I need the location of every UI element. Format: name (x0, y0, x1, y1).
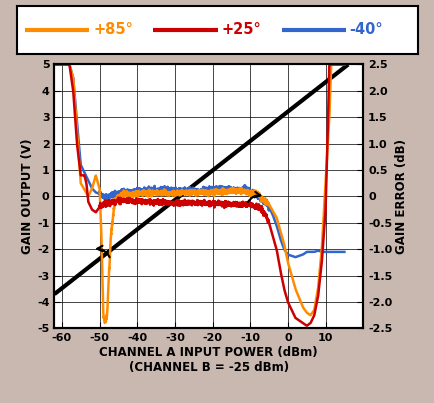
X-axis label: CHANNEL A INPUT POWER (dBm)
(CHANNEL B = -25 dBm): CHANNEL A INPUT POWER (dBm) (CHANNEL B =… (99, 346, 317, 374)
Text: +25°: +25° (221, 22, 261, 37)
Y-axis label: GAIN ERROR (dB): GAIN ERROR (dB) (394, 139, 407, 254)
Text: -40°: -40° (349, 22, 382, 37)
Y-axis label: GAIN OUTPUT (V): GAIN OUTPUT (V) (21, 139, 34, 254)
Text: +85°: +85° (93, 22, 133, 37)
